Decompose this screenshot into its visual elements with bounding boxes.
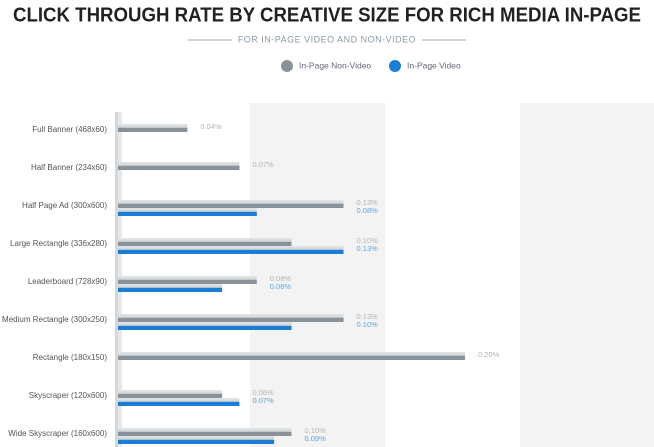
chart-subtitle: FOR IN-PAGE VIDEO AND NON-VIDEO [238, 34, 416, 44]
y-tick-label: Leaderboard (728x90) [28, 277, 108, 286]
y-tick-label: Rectangle (180x150) [33, 353, 108, 362]
legend-label: In-Page Non-Video [299, 60, 371, 70]
y-tick-label: Skyscraper (120x600) [29, 391, 108, 400]
bar [118, 246, 344, 254]
bar [118, 398, 240, 406]
bar [118, 124, 188, 132]
value-label: 0.07% [252, 396, 274, 405]
bar [118, 276, 257, 284]
bar [118, 314, 344, 322]
y-tick-label: Half Page Ad (300x600) [22, 201, 107, 210]
value-label: 0.04% [200, 122, 222, 131]
legend-swatch [281, 60, 293, 72]
chart-title: CLICK THROUGH RATE BY CREATIVE SIZE FOR … [13, 4, 641, 26]
bar [118, 436, 275, 444]
band [520, 103, 654, 447]
value-label: 0.07% [252, 160, 274, 169]
bar [118, 208, 257, 216]
bar [118, 284, 223, 292]
value-label: 0.08% [357, 206, 379, 215]
value-label: 0.09% [305, 434, 327, 443]
legend-label: In-Page Video [407, 60, 461, 70]
value-label: 0.13% [357, 312, 379, 321]
bar [118, 428, 292, 436]
value-label: 0.10% [357, 236, 379, 245]
value-label: 0.06% [252, 388, 274, 397]
band [250, 103, 385, 447]
value-label: 0.06% [270, 282, 292, 291]
bar [118, 162, 240, 170]
y-tick-label: Large Rectangle (336x280) [10, 239, 107, 248]
value-label: 0.08% [270, 274, 292, 283]
value-label: 0.13% [357, 244, 379, 253]
value-label: 0.13% [357, 198, 379, 207]
value-label: 0.10% [305, 426, 327, 435]
value-label: 0.20% [478, 350, 500, 359]
legend-swatch [389, 60, 401, 72]
bar [118, 322, 292, 330]
bar [118, 238, 292, 246]
bar [118, 352, 465, 360]
y-tick-label: Full Banner (468x60) [32, 125, 107, 134]
value-label: 0.10% [357, 320, 379, 329]
y-tick-label: Medium Rectangle (300x250) [2, 315, 107, 324]
bar [118, 200, 344, 208]
y-tick-label: Half Banner (234x60) [31, 163, 107, 172]
bar [118, 390, 223, 398]
y-tick-label: Wide Skyscraper (160x600) [8, 429, 107, 438]
